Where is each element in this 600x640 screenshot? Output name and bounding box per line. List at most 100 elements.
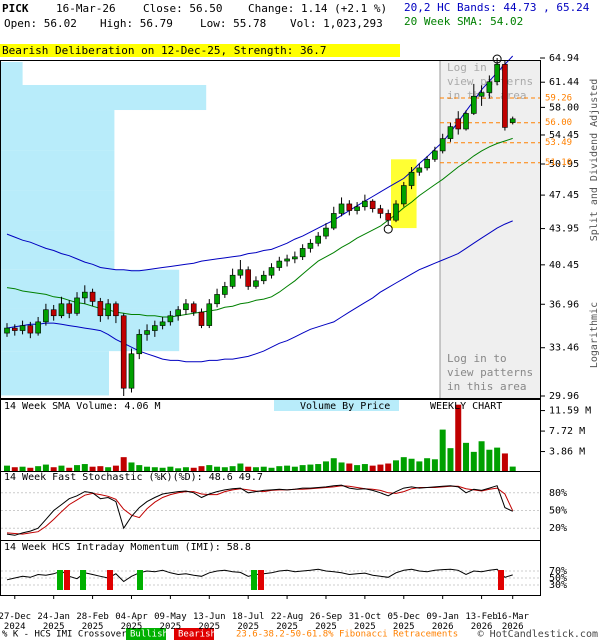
x-tick-label: 24-Jan 2025: [37, 612, 70, 632]
volume-bar: [268, 467, 275, 472]
volume-bar: [229, 466, 236, 472]
pattern-marker: [383, 224, 393, 234]
volume-bar: [330, 458, 337, 472]
candle-body: [152, 325, 158, 331]
x-tick-label: 31-Oct 2025: [349, 612, 382, 632]
y-tick-label: 58.00: [549, 102, 579, 113]
volume-by-price-bar: [1, 84, 207, 111]
y-tick-label: 20%: [549, 523, 567, 534]
candle-body: [144, 330, 150, 335]
volume-bar: [35, 466, 42, 472]
candle-body: [66, 303, 73, 314]
fibonacci-legend: 23.6-38.2-50-61.8% Fibonacci Retracement…: [236, 630, 458, 640]
bullish-crossover: [251, 570, 257, 590]
volume-bar: [206, 465, 213, 472]
vbp-label-bg: [274, 400, 399, 411]
volume-bar: [400, 457, 407, 472]
candle-body: [11, 327, 18, 331]
candle-body: [43, 309, 49, 323]
ticker: PICK: [2, 2, 29, 15]
y-tick-label: 30%: [549, 580, 567, 591]
candle-body: [494, 64, 500, 83]
candle-body: [183, 303, 189, 311]
candle-body: [89, 291, 96, 302]
candle-body: [354, 206, 360, 211]
volume-bar: [42, 464, 49, 472]
volume-bar: [385, 463, 392, 472]
y-tick-label: 70%: [549, 566, 567, 577]
volume-bar: [252, 467, 259, 472]
candle-body: [346, 203, 353, 211]
candle-body: [299, 248, 306, 258]
volume-bar: [284, 465, 291, 472]
candle-body: [27, 325, 34, 334]
volume-bar: [486, 449, 493, 472]
volume-bar: [245, 466, 252, 472]
volume-bar: [175, 468, 182, 472]
bullish-label: Bullish: [130, 630, 168, 640]
candle-body: [206, 303, 213, 326]
imi-title: 14 Week HCS Intraday Momentum (IMI): 58.…: [4, 542, 251, 553]
volume-by-price-bar: [1, 150, 115, 191]
candle-body: [338, 203, 345, 214]
candle-body: [330, 213, 337, 229]
stochastic-title: 14 Week Fast Stochastic (%K)(%D): 48.6 4…: [4, 472, 263, 483]
volume-bar: [354, 465, 361, 472]
volume-bar: [291, 466, 298, 472]
volume-bar: [105, 467, 112, 472]
candle-body: [369, 200, 376, 209]
candle-body: [35, 321, 41, 334]
volume-bar: [11, 467, 18, 472]
x-tick-label: 05-Dec 2025: [388, 612, 421, 632]
volume-bar: [307, 464, 314, 472]
volume-bar: [509, 466, 516, 472]
candle-body: [323, 227, 329, 237]
volume-bar: [408, 458, 415, 472]
candle-body: [198, 311, 205, 326]
volume-bar: [322, 461, 329, 472]
candle-body: [4, 327, 10, 334]
axis-note: Logarithmic: [589, 302, 600, 368]
bearish-crossover: [64, 570, 70, 590]
bearish-crossover: [258, 570, 264, 590]
y-tick-label: 80%: [549, 488, 567, 499]
pattern-notice: in this area: [447, 380, 526, 393]
bullish-key: [126, 628, 166, 640]
candle-body: [214, 294, 220, 305]
volume-bar: [66, 467, 73, 472]
pattern-notice: view patterns: [447, 366, 533, 379]
high: High: 56.79: [100, 17, 173, 30]
candle-body: [268, 267, 275, 276]
candle-body: [229, 274, 236, 287]
candle-body: [315, 235, 322, 244]
volume-by-price-bar: [1, 190, 115, 231]
y-tick-label: 3.86 M: [549, 447, 585, 458]
chart-label: WEEKLY CHART: [430, 401, 502, 412]
volume-bar: [393, 460, 399, 472]
volume-bar: [27, 467, 34, 472]
volume-bar: [221, 467, 228, 472]
x-tick-label: 27-Dec 2024: [0, 612, 31, 632]
volume-bar: [198, 466, 205, 472]
candle-body: [362, 200, 368, 208]
pattern-banner: Bearish Deliberation on 12-Dec-25, Stren…: [2, 44, 327, 57]
volume-bar: [260, 466, 267, 472]
candle-body: [159, 321, 166, 326]
volume-bar: [182, 467, 189, 472]
stochastic-k: [6, 484, 513, 536]
fibonacci-label: 53.49: [545, 138, 572, 148]
x-tick-label: 18-Jul 2025: [232, 612, 265, 632]
volume-bar: [190, 467, 197, 472]
candle-body: [245, 269, 251, 287]
volume-by-price-bar: [1, 269, 180, 309]
x-tick-label: 22-Aug 2025: [271, 612, 304, 632]
candle-body: [19, 325, 26, 331]
fibonacci-label: 56.00: [545, 118, 572, 128]
candle-body: [432, 150, 438, 160]
candle-body: [105, 303, 111, 317]
volume-bar: [439, 429, 446, 472]
volume-bar: [151, 467, 158, 472]
volume-bar: [50, 467, 57, 472]
y-tick-label: 7.72 M: [549, 426, 585, 437]
